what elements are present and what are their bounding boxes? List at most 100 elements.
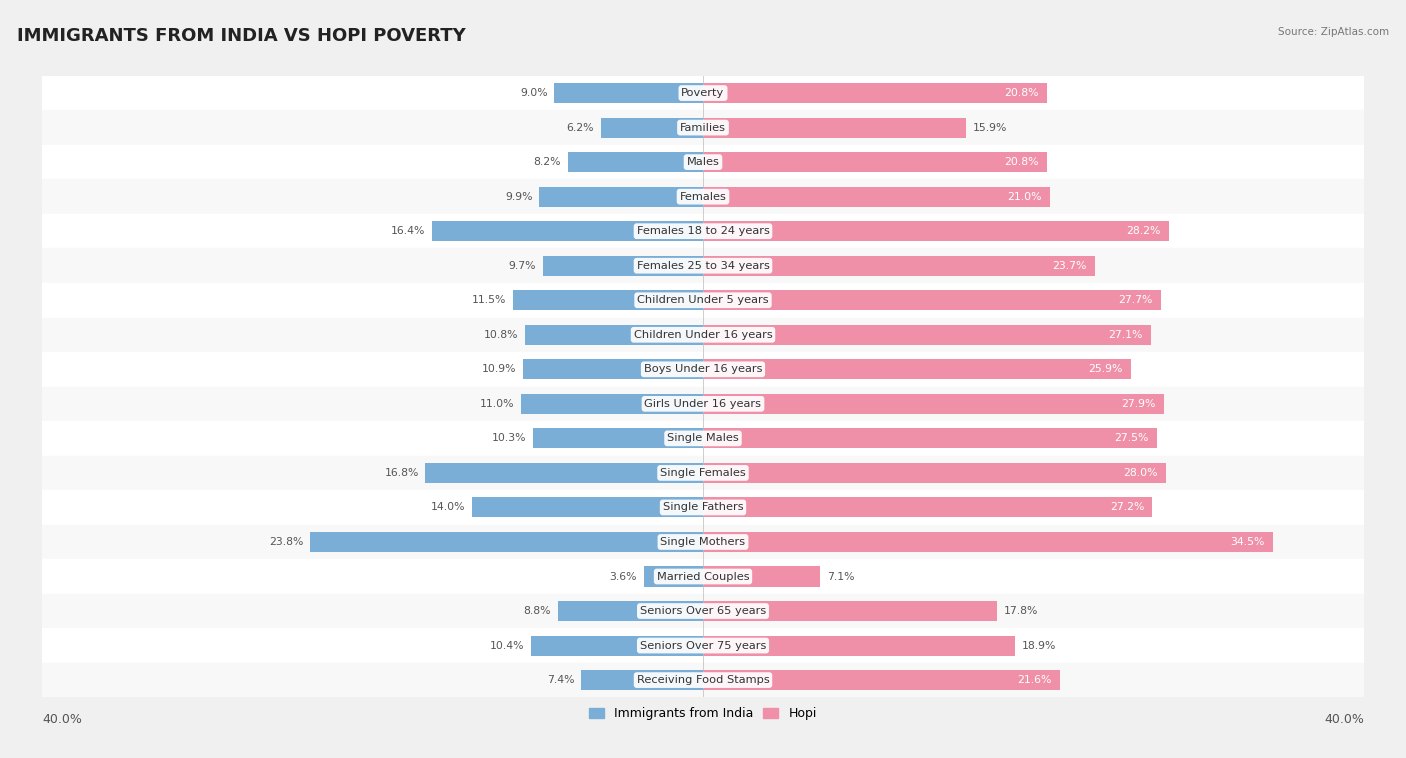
Bar (531, 635, 703, 656)
Text: Married Couples: Married Couples (657, 572, 749, 581)
Text: 23.8%: 23.8% (269, 537, 304, 547)
Bar (644, 566, 703, 587)
Text: 20.8%: 20.8% (1004, 157, 1039, 167)
Text: Seniors Over 75 years: Seniors Over 75 years (640, 641, 766, 650)
Bar (703, 566, 820, 587)
Text: 6.2%: 6.2% (567, 123, 593, 133)
Text: 10.9%: 10.9% (482, 365, 516, 374)
Text: 21.0%: 21.0% (1007, 192, 1042, 202)
Bar (42, 283, 1364, 318)
Bar (42, 249, 1364, 283)
Text: Receiving Food Stamps: Receiving Food Stamps (637, 675, 769, 685)
Text: 7.4%: 7.4% (547, 675, 574, 685)
Bar (42, 525, 1364, 559)
Text: Females 25 to 34 years: Females 25 to 34 years (637, 261, 769, 271)
Text: 28.0%: 28.0% (1123, 468, 1157, 478)
Text: 16.8%: 16.8% (384, 468, 419, 478)
Bar (703, 290, 1160, 310)
Bar (703, 394, 1164, 414)
Bar (703, 221, 1168, 241)
Text: 18.9%: 18.9% (1022, 641, 1056, 650)
Text: 25.9%: 25.9% (1088, 365, 1122, 374)
Bar (703, 255, 1094, 276)
Text: 27.7%: 27.7% (1118, 296, 1153, 305)
Text: 40.0%: 40.0% (42, 713, 82, 726)
Text: 8.2%: 8.2% (533, 157, 561, 167)
Bar (42, 180, 1364, 214)
Bar (703, 359, 1130, 379)
Bar (42, 456, 1364, 490)
Bar (558, 601, 703, 621)
Bar (703, 428, 1157, 449)
Bar (703, 186, 1050, 207)
Text: Children Under 16 years: Children Under 16 years (634, 330, 772, 340)
Bar (513, 290, 703, 310)
Text: 10.4%: 10.4% (491, 641, 524, 650)
Bar (554, 83, 703, 103)
Bar (522, 394, 703, 414)
Text: Poverty: Poverty (682, 88, 724, 98)
Text: 3.6%: 3.6% (609, 572, 637, 581)
Text: 11.0%: 11.0% (481, 399, 515, 409)
Bar (42, 352, 1364, 387)
Text: 7.1%: 7.1% (827, 572, 855, 581)
Bar (703, 635, 1015, 656)
Bar (42, 214, 1364, 249)
Text: 16.4%: 16.4% (391, 226, 426, 236)
Bar (703, 463, 1166, 483)
Text: 10.3%: 10.3% (492, 434, 526, 443)
Text: 17.8%: 17.8% (1004, 606, 1038, 616)
Text: 8.8%: 8.8% (523, 606, 551, 616)
Text: Single Mothers: Single Mothers (661, 537, 745, 547)
Text: 27.5%: 27.5% (1115, 434, 1149, 443)
Bar (600, 117, 703, 138)
Bar (703, 670, 1060, 690)
Text: 9.7%: 9.7% (509, 261, 536, 271)
Bar (42, 490, 1364, 525)
Bar (703, 497, 1153, 518)
Text: Females 18 to 24 years: Females 18 to 24 years (637, 226, 769, 236)
Bar (42, 559, 1364, 594)
Text: Seniors Over 65 years: Seniors Over 65 years (640, 606, 766, 616)
Bar (703, 152, 1046, 172)
Bar (703, 532, 1272, 552)
Text: 40.0%: 40.0% (1324, 713, 1364, 726)
Legend: Immigrants from India, Hopi: Immigrants from India, Hopi (583, 703, 823, 725)
Text: 15.9%: 15.9% (973, 123, 1007, 133)
Bar (471, 497, 703, 518)
Bar (524, 324, 703, 345)
Bar (703, 324, 1150, 345)
Bar (42, 662, 1364, 697)
Text: Boys Under 16 years: Boys Under 16 years (644, 365, 762, 374)
Bar (42, 421, 1364, 456)
Bar (432, 221, 703, 241)
Text: Single Males: Single Males (666, 434, 740, 443)
Text: Single Fathers: Single Fathers (662, 503, 744, 512)
Text: 14.0%: 14.0% (430, 503, 465, 512)
Bar (703, 83, 1046, 103)
Bar (523, 359, 703, 379)
Text: 10.8%: 10.8% (484, 330, 517, 340)
Bar (540, 186, 703, 207)
Bar (42, 145, 1364, 180)
Text: 21.6%: 21.6% (1017, 675, 1052, 685)
Bar (42, 594, 1364, 628)
Text: 9.0%: 9.0% (520, 88, 548, 98)
Text: Single Females: Single Females (661, 468, 745, 478)
Text: 27.9%: 27.9% (1122, 399, 1156, 409)
Bar (42, 318, 1364, 352)
Bar (42, 387, 1364, 421)
Text: 27.2%: 27.2% (1109, 503, 1144, 512)
Text: Girls Under 16 years: Girls Under 16 years (644, 399, 762, 409)
Bar (42, 76, 1364, 111)
Text: Females: Females (679, 192, 727, 202)
Bar (703, 601, 997, 621)
Text: 27.1%: 27.1% (1108, 330, 1143, 340)
Text: 23.7%: 23.7% (1052, 261, 1087, 271)
Text: 20.8%: 20.8% (1004, 88, 1039, 98)
Text: Males: Males (686, 157, 720, 167)
Bar (581, 670, 703, 690)
Text: Source: ZipAtlas.com: Source: ZipAtlas.com (1278, 27, 1389, 36)
Bar (533, 428, 703, 449)
Bar (42, 628, 1364, 662)
